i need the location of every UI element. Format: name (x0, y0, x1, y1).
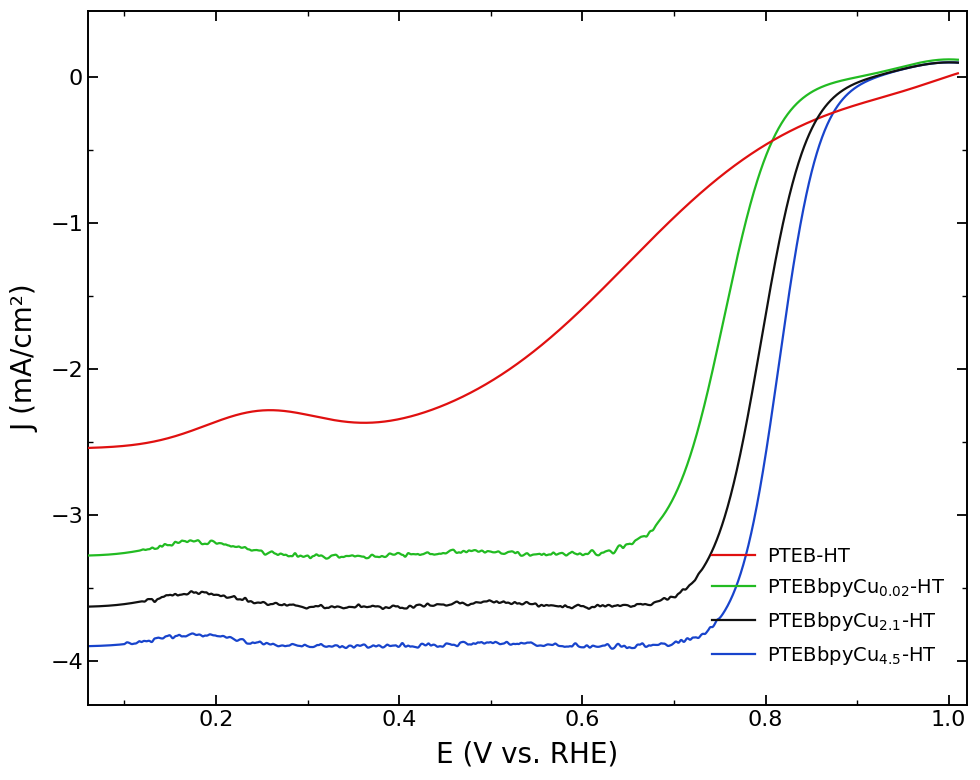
X-axis label: E (V vs. RHE): E (V vs. RHE) (436, 741, 618, 769)
Y-axis label: J (mA/cm²): J (mA/cm²) (11, 284, 39, 432)
Legend: PTEB-HT, PTEBbpyCu$_{0.02}$-HT, PTEBbpyCu$_{2.1}$-HT, PTEBbpyCu$_{4.5}$-HT: PTEB-HT, PTEBbpyCu$_{0.02}$-HT, PTEBbpyC… (705, 539, 953, 675)
